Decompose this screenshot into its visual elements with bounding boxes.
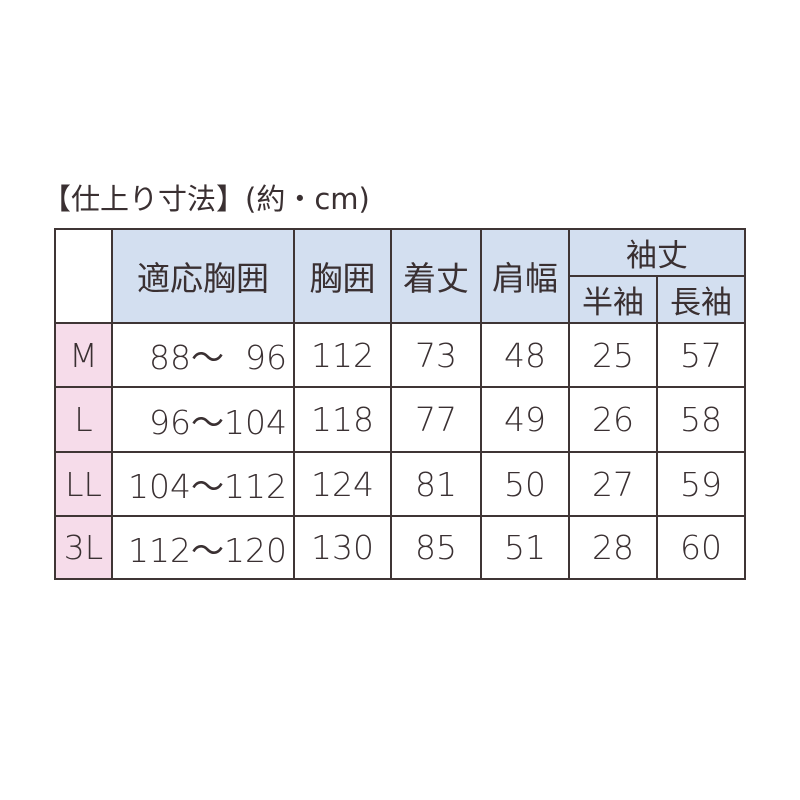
table-row: L 96～104 118 77 49 26 58 — [54, 386, 746, 453]
length-cell: 81 — [390, 451, 482, 517]
long-sleeve-cell: 58 — [656, 386, 746, 453]
table-row: M 88～ 96 112 73 48 25 57 — [54, 322, 746, 388]
shoulder-cell: 48 — [480, 322, 570, 388]
header-length: 着丈 — [390, 228, 482, 324]
size-label: 3L — [54, 515, 113, 580]
length-cell: 77 — [390, 386, 482, 453]
header-shoulder: 肩幅 — [480, 228, 570, 324]
chest-fit-cell: 104～112 — [111, 451, 295, 517]
size-table: 適応胸囲 胸囲 着丈 肩幅 袖丈 半袖 長袖 M 88～ 96 112 73 4… — [54, 228, 746, 580]
long-sleeve-cell: 59 — [656, 451, 746, 517]
short-sleeve-cell: 28 — [568, 515, 658, 580]
chest-cell: 112 — [293, 322, 392, 388]
header-short-sleeve: 半袖 — [568, 275, 658, 324]
table-row: 3L 112～120 130 85 51 28 60 — [54, 515, 746, 580]
corner-cell — [54, 228, 113, 324]
short-sleeve-cell: 26 — [568, 386, 658, 453]
header-sleeve: 袖丈 — [568, 228, 746, 277]
chest-cell: 118 — [293, 386, 392, 453]
chest-cell: 130 — [293, 515, 392, 580]
chest-fit-cell: 96～104 — [111, 386, 295, 453]
shoulder-cell: 51 — [480, 515, 570, 580]
long-sleeve-cell: 60 — [656, 515, 746, 580]
short-sleeve-cell: 27 — [568, 451, 658, 517]
length-cell: 85 — [390, 515, 482, 580]
shoulder-cell: 50 — [480, 451, 570, 517]
long-sleeve-cell: 57 — [656, 322, 746, 388]
header-long-sleeve: 長袖 — [656, 275, 746, 324]
chest-cell: 124 — [293, 451, 392, 517]
table-row: LL 104～112 124 81 50 27 59 — [54, 451, 746, 517]
shoulder-cell: 49 — [480, 386, 570, 453]
header-chest-fit: 適応胸囲 — [111, 228, 295, 324]
chest-fit-cell: 88～ 96 — [111, 322, 295, 388]
size-label: L — [54, 386, 113, 453]
chest-fit-cell: 112～120 — [111, 515, 295, 580]
short-sleeve-cell: 25 — [568, 322, 658, 388]
size-label: M — [54, 322, 113, 388]
header-chest: 胸囲 — [293, 228, 392, 324]
size-label: LL — [54, 451, 113, 517]
table-title: 【仕上り寸法】(約・cm) — [42, 182, 370, 216]
length-cell: 73 — [390, 322, 482, 388]
